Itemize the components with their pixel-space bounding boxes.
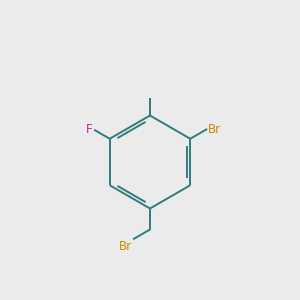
Text: Br: Br [208, 122, 221, 136]
Text: Br: Br [118, 241, 132, 254]
Text: F: F [86, 123, 92, 136]
